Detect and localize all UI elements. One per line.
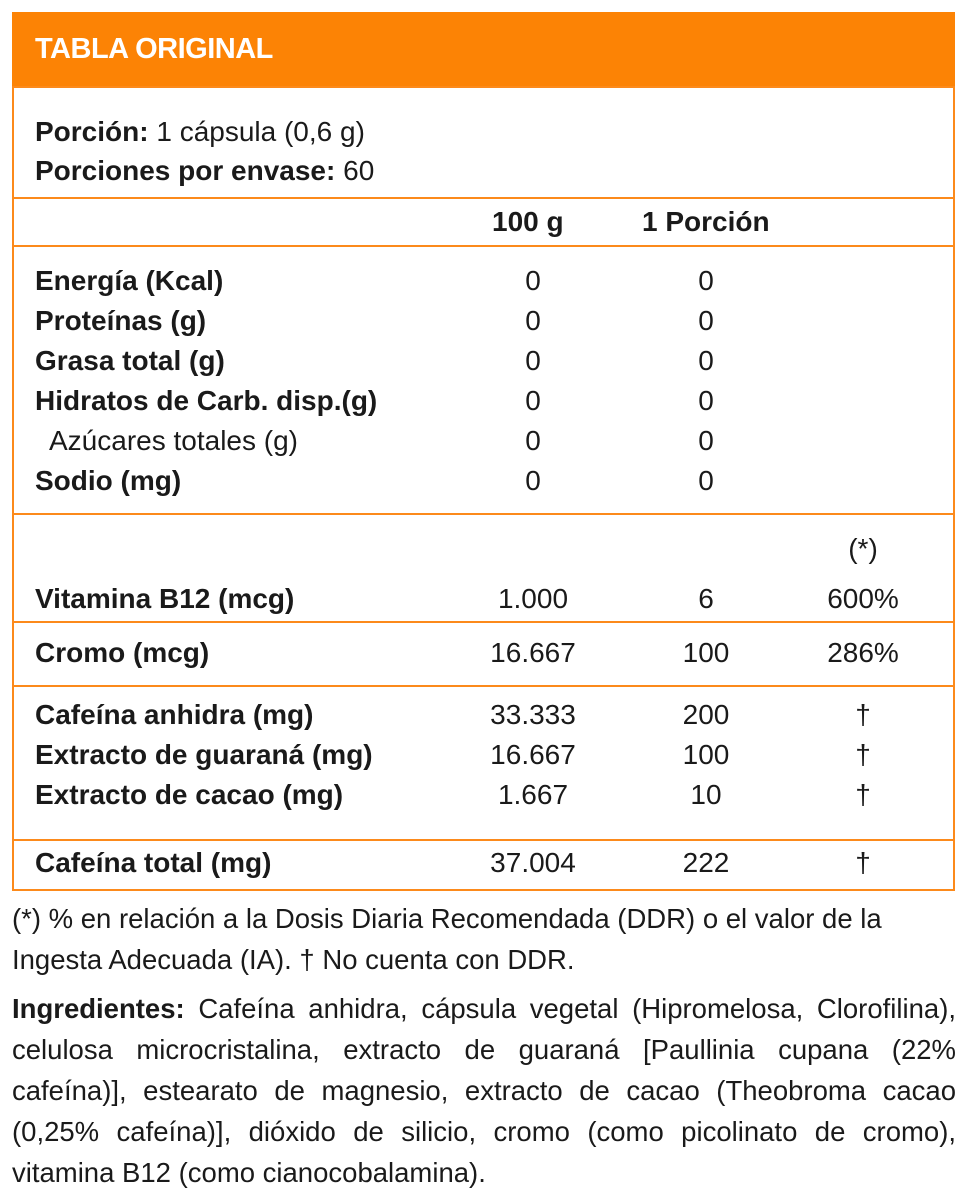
- table-row: Cafeína anhidra (mg) 33.333 200 †: [14, 699, 953, 739]
- portion-line: Porción: 1 cápsula (0,6 g): [35, 112, 953, 151]
- table-row: Vitamina B12 (mcg) 1.000 6 600%: [14, 583, 953, 623]
- value-portion: 0: [698, 345, 714, 376]
- minerals-section: Cromo (mcg) 16.667 100 286%: [14, 621, 953, 685]
- nutrient-label: Energía (Kcal): [35, 265, 224, 296]
- nutrient-label: Cromo (mcg): [35, 637, 210, 668]
- value-100g: 0: [525, 385, 541, 416]
- per-container-value: 60: [335, 155, 375, 186]
- portion-label: Porción:: [35, 116, 149, 147]
- value-100g: 0: [525, 425, 541, 456]
- value-ddr: 286%: [827, 637, 899, 668]
- table-row: Energía (Kcal) 0 0: [14, 265, 953, 305]
- serving-info: Porción: 1 cápsula (0,6 g) Porciones por…: [14, 86, 953, 197]
- value-portion: 0: [698, 265, 714, 296]
- value-100g: 37.004: [490, 847, 576, 878]
- nutrient-label: Cafeína anhidra (mg): [35, 699, 314, 730]
- table-row: Grasa total (g) 0 0: [14, 345, 953, 385]
- value-portion: 0: [698, 305, 714, 336]
- value-100g: 1.667: [497, 779, 569, 810]
- nutrient-label: Vitamina B12 (mcg): [35, 583, 295, 614]
- value-portion: 222: [682, 847, 730, 878]
- table-row: Sodio (mg) 0 0: [14, 465, 953, 505]
- value-portion: 0: [698, 385, 714, 416]
- table-title: TABLA ORIGINAL: [35, 32, 273, 65]
- value-100g: 0: [525, 265, 541, 296]
- table-row: Proteínas (g) 0 0: [14, 305, 953, 345]
- value-100g: 33.333: [490, 699, 576, 730]
- vitamins-section: (*) Vitamina B12 (mcg) 1.000 6 600%: [14, 513, 953, 621]
- table-row: Extracto de cacao (mg) 1.667 10 †: [14, 779, 953, 819]
- value-100g: 0: [525, 345, 541, 376]
- ddr-marker: (*): [848, 533, 878, 564]
- nutrient-sublabel: Azúcares totales (g): [49, 425, 298, 456]
- ingredients-text: Cafeína anhidra, cápsula vegetal (Hiprom…: [12, 993, 956, 1188]
- value-portion: 100: [682, 739, 730, 770]
- column-header-portion: 1 Porción: [642, 206, 770, 237]
- value-ddr: †: [855, 847, 871, 878]
- value-portion: 6: [698, 583, 714, 614]
- macros-section: Energía (Kcal) 0 0 Proteínas (g) 0 0 Gra…: [14, 245, 953, 513]
- ingredients-label: Ingredientes:: [12, 993, 185, 1024]
- nutrient-label: Cafeína total (mg): [35, 847, 272, 878]
- table-row: Cafeína total (mg) 37.004 222 †: [14, 847, 953, 887]
- caffeine-total-section: Cafeína total (mg) 37.004 222 †: [14, 839, 953, 889]
- caffeine-sources-section: Cafeína anhidra (mg) 33.333 200 † Extrac…: [14, 685, 953, 839]
- value-portion: 100: [682, 637, 730, 668]
- ddr-footnote: (*) % en relación a la Dosis Diaria Reco…: [12, 903, 882, 975]
- per-container-line: Porciones por envase: 60: [35, 151, 953, 190]
- nutrient-label: Grasa total (g): [35, 345, 225, 376]
- value-ddr: †: [855, 779, 871, 810]
- value-portion: 0: [698, 425, 714, 456]
- table-row: Cromo (mcg) 16.667 100 286%: [14, 637, 953, 677]
- value-100g: 0: [525, 305, 541, 336]
- nutrient-label: Extracto de guaraná (mg): [35, 739, 373, 770]
- column-header-100g: 100 g: [492, 206, 564, 237]
- column-headers: 100 g 1 Porción: [14, 197, 953, 245]
- value-ddr: 600%: [827, 583, 899, 614]
- ingredients-paragraph: Ingredientes: Cafeína anhidra, cápsula v…: [12, 988, 956, 1193]
- value-100g: 1.000: [497, 583, 569, 614]
- value-100g: 16.667: [490, 637, 576, 668]
- value-ddr: †: [855, 699, 871, 730]
- value-portion: 10: [690, 779, 722, 810]
- table-row: Azúcares totales (g) 0 0: [14, 425, 953, 465]
- table-row: Hidratos de Carb. disp.(g) 0 0: [14, 385, 953, 425]
- table-row: Extracto de guaraná (mg) 16.667 100 †: [14, 739, 953, 779]
- nutrition-table: TABLA ORIGINAL Porción: 1 cápsula (0,6 g…: [12, 12, 955, 891]
- nutrient-label: Sodio (mg): [35, 465, 182, 496]
- table-header: TABLA ORIGINAL: [12, 12, 955, 86]
- value-portion: 0: [698, 465, 714, 496]
- nutrient-label: Extracto de cacao (mg): [35, 779, 344, 810]
- per-container-label: Porciones por envase:: [35, 155, 336, 186]
- nutrient-label: Proteínas (g): [35, 305, 207, 336]
- value-100g: 16.667: [490, 739, 576, 770]
- value-ddr: †: [855, 739, 871, 770]
- value-portion: 200: [682, 699, 730, 730]
- value-100g: 0: [525, 465, 541, 496]
- nutrient-label: Hidratos de Carb. disp.(g): [35, 385, 378, 416]
- portion-value: 1 cápsula (0,6 g): [148, 116, 365, 147]
